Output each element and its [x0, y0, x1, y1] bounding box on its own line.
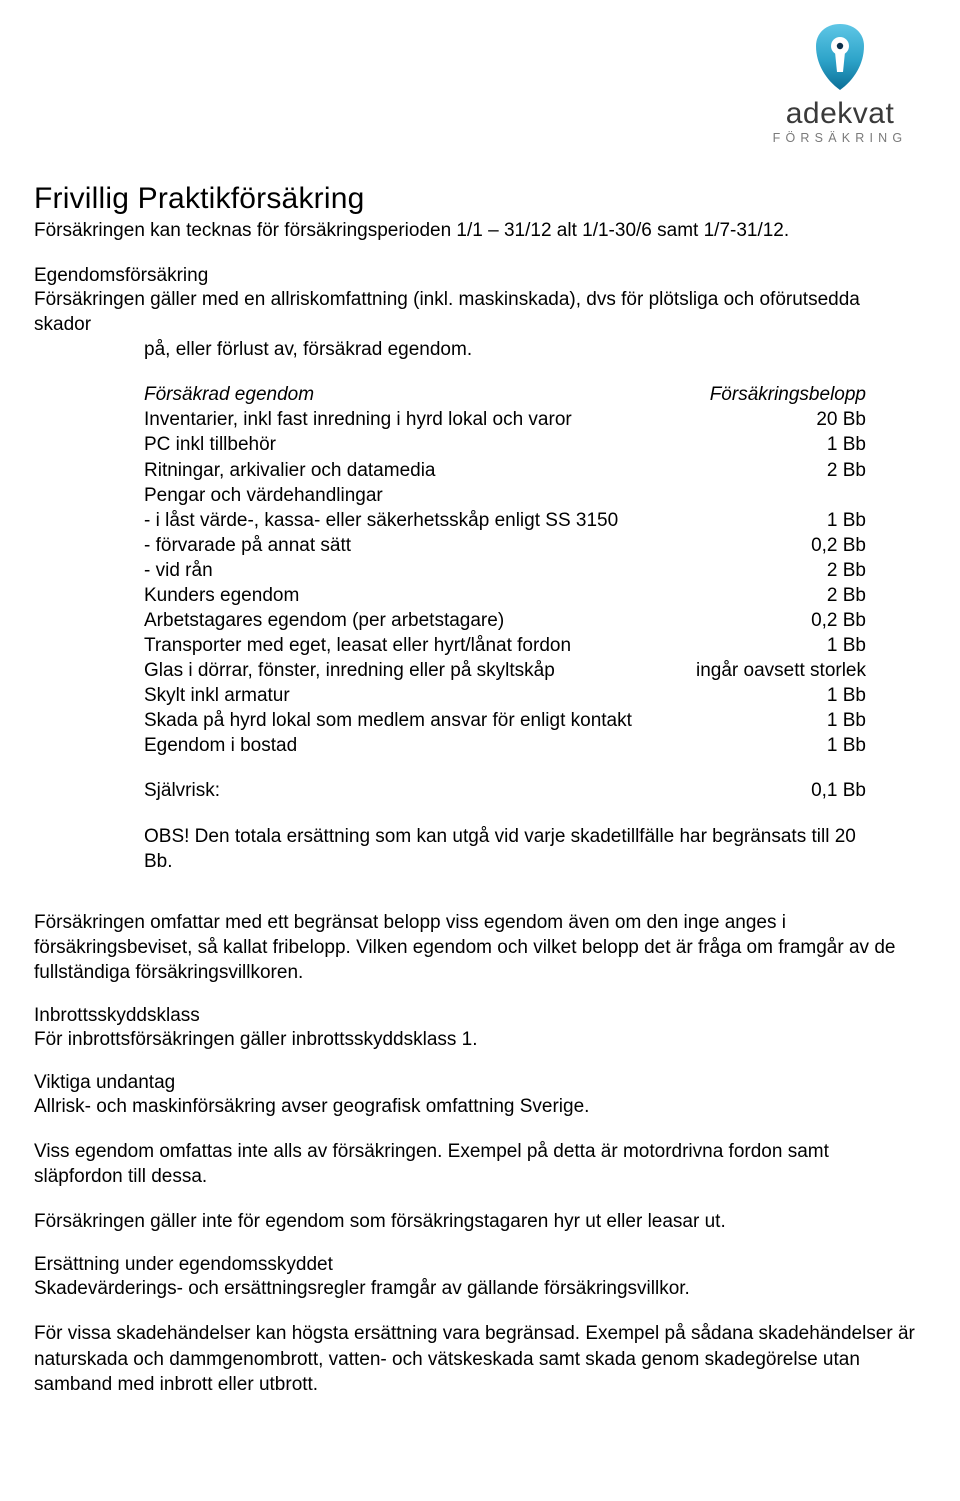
table-row: Transporter med eget, leasat eller hyrt/…	[144, 633, 866, 658]
egendom-line1: Försäkringen gäller med en allriskomfatt…	[34, 289, 860, 335]
table-row: - förvarade på annat sätt0,2 Bb	[144, 533, 866, 558]
viktiga-body: Allrisk- och maskinförsäkring avser geog…	[34, 1094, 920, 1119]
ersattning-body: Skadevärderings- och ersättningsregler f…	[34, 1276, 920, 1301]
coverage-table: Försäkrad egendom Försäkringsbelopp Inve…	[144, 382, 866, 873]
heading-egendom: Egendomsförsäkring	[34, 265, 920, 287]
obs-note: OBS! Den totala ersättning som kan utgå …	[144, 824, 866, 874]
table-row: Glas i dörrar, fönster, inredning eller …	[144, 658, 866, 683]
last-paragraph: För vissa skadehändelser kan högsta ersä…	[34, 1321, 920, 1396]
table-row: - vid rån2 Bb	[144, 558, 866, 583]
table-row: Ritningar, arkivalier och datamedia2 Bb	[144, 458, 866, 483]
page: adekvat FÖRSÄKRING Frivillig Praktikförs…	[0, 0, 960, 1501]
table-header: Försäkrad egendom Försäkringsbelopp	[144, 382, 866, 407]
table-row: - i låst värde-, kassa- eller säkerhetss…	[144, 508, 866, 533]
table-row: Skylt inkl armatur1 Bb	[144, 683, 866, 708]
table-row: Pengar och värdehandlingar	[144, 483, 866, 508]
sjalvrisk-value: 0,1 Bb	[811, 778, 866, 803]
heading-inbrott: Inbrottsskyddsklass	[34, 1005, 920, 1027]
table-row: PC inkl tillbehör1 Bb	[144, 432, 866, 457]
sjalvrisk-label: Självrisk:	[144, 778, 811, 803]
inbrott-body: För inbrottsförsäkringen gäller inbrotts…	[34, 1027, 920, 1052]
heading-viktiga: Viktiga undantag	[34, 1072, 920, 1094]
egendom-body: Försäkringen gäller med en allriskomfatt…	[34, 287, 920, 362]
table-row: Kunders egendom2 Bb	[144, 583, 866, 608]
heading-ersattning: Ersättning under egendomsskyddet	[34, 1254, 920, 1276]
motor-paragraph: Viss egendom omfattas inte alls av försä…	[34, 1139, 920, 1189]
subtitle-text: Försäkringen kan tecknas för försäkrings…	[34, 218, 920, 243]
keyhole-shield-icon	[814, 24, 866, 90]
fribelopp-paragraph: Försäkringen omfattar med ett begränsat …	[34, 910, 920, 985]
document-body: Frivillig Praktikförsäkring Försäkringen…	[34, 24, 920, 1397]
section-viktiga: Viktiga undantag Allrisk- och maskinförs…	[34, 1072, 920, 1119]
egendom-line2: på, eller förlust av, försäkrad egendom.	[34, 337, 472, 362]
brand-subtext: FÖRSÄKRING	[760, 131, 920, 145]
brand-logo: adekvat FÖRSÄKRING	[760, 24, 920, 145]
section-ersattning: Ersättning under egendomsskyddet Skadevä…	[34, 1254, 920, 1301]
section-egendom: Egendomsförsäkring Försäkringen gäller m…	[34, 265, 920, 362]
th-right: Försäkringsbelopp	[710, 382, 866, 407]
brand-wordmark: adekvat	[760, 99, 920, 129]
table-row: Inventarier, inkl fast inredning i hyrd …	[144, 407, 866, 432]
sjalvrisk-row: Självrisk: 0,1 Bb	[144, 778, 866, 803]
page-title: Frivillig Praktikförsäkring	[34, 182, 920, 216]
table-row: Egendom i bostad1 Bb	[144, 733, 866, 758]
table-row: Skada på hyrd lokal som medlem ansvar fö…	[144, 708, 866, 733]
section-inbrott: Inbrottsskyddsklass För inbrottsförsäkri…	[34, 1005, 920, 1052]
leasar-paragraph: Försäkringen gäller inte för egendom som…	[34, 1209, 920, 1234]
th-left: Försäkrad egendom	[144, 382, 710, 407]
table-row: Arbetstagares egendom (per arbetstagare)…	[144, 608, 866, 633]
